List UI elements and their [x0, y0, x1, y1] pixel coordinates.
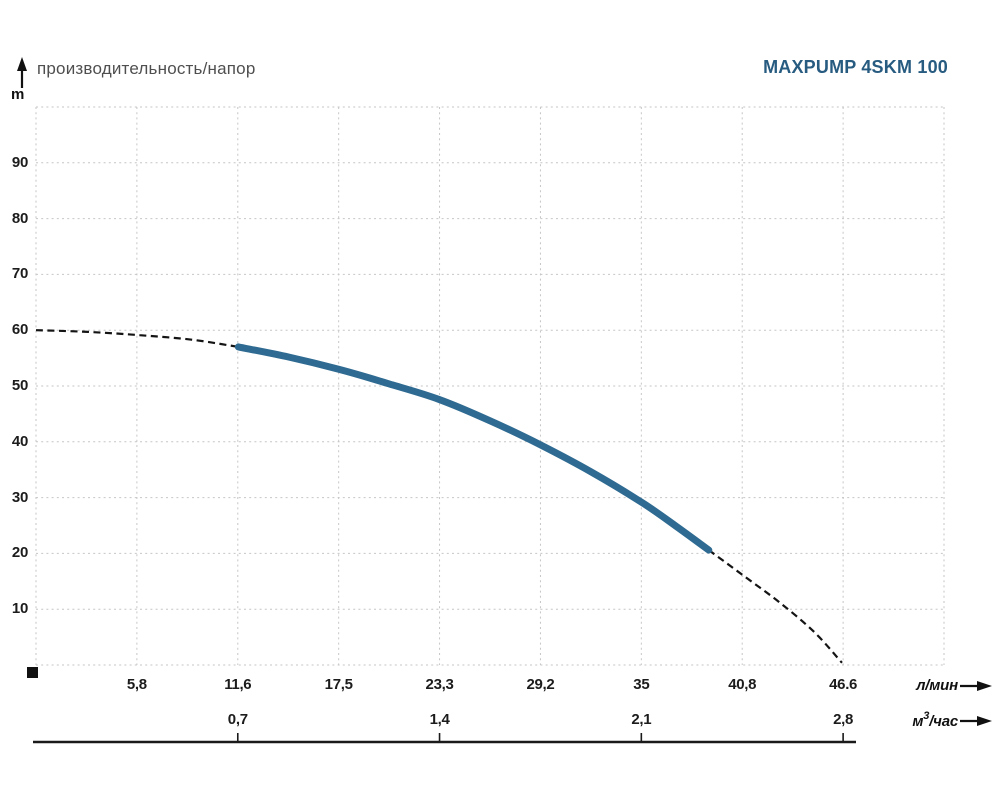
- chart-title: производительность/напор: [37, 59, 256, 78]
- curve-dashed-tail: [708, 549, 843, 664]
- primary-x-tick-label: 23,3: [425, 676, 454, 693]
- y-axis-up-arrow-icon: [17, 57, 27, 88]
- primary-x-tick-label: 5,8: [126, 676, 147, 693]
- y-tick-label: 50: [11, 377, 28, 394]
- curve-solid-segment: [234, 343, 713, 554]
- secondary-x-tick-label: 2,1: [631, 711, 652, 728]
- primary-x-tick-label: 29,2: [526, 676, 555, 693]
- y-tick-label: 30: [11, 488, 28, 506]
- secondary-axis-unit-label: м3/час: [868, 710, 958, 730]
- secondary-unit-base: м: [912, 713, 924, 730]
- primary-x-tick-label: 46.6: [829, 676, 858, 693]
- y-tick-label: 10: [11, 600, 28, 618]
- y-tick-label: 60: [11, 321, 28, 339]
- secondary-axis: [33, 733, 856, 744]
- y-tick-label: 90: [11, 153, 28, 171]
- primary-x-tick-label: 11,6: [224, 676, 252, 693]
- gridlines: [35, 106, 945, 666]
- secondary-x-tick-label: 2,8: [833, 711, 854, 728]
- origin-square-marker: [27, 667, 38, 678]
- secondary-axis-right-arrow-icon: [960, 716, 992, 726]
- primary-axis-unit-label: л/мин: [868, 677, 958, 694]
- y-tick-label: 20: [11, 544, 28, 562]
- secondary-unit-sup: 3: [923, 710, 930, 722]
- secondary-unit-rest: /час: [929, 713, 958, 730]
- product-title: MAXPUMP 4SKM 100: [763, 57, 948, 77]
- pump-curve: [35, 329, 843, 664]
- primary-x-tick-label: 17,5: [324, 676, 353, 693]
- y-tick-label: 40: [11, 432, 28, 450]
- y-tick-label: 70: [11, 265, 28, 283]
- primary-axis-right-arrow-icon: [960, 681, 992, 691]
- y-tick-label: 80: [11, 209, 28, 227]
- secondary-x-tick-label: 1,4: [429, 711, 450, 728]
- y-axis-unit-label: m: [11, 86, 25, 103]
- primary-x-tick-label: 35: [633, 676, 650, 693]
- secondary-x-tick-label: 0,7: [227, 711, 248, 728]
- primary-x-tick-label: 40,8: [728, 676, 757, 693]
- curve-dashed-head: [35, 329, 239, 348]
- primary-unit-text: л/мин: [916, 677, 958, 694]
